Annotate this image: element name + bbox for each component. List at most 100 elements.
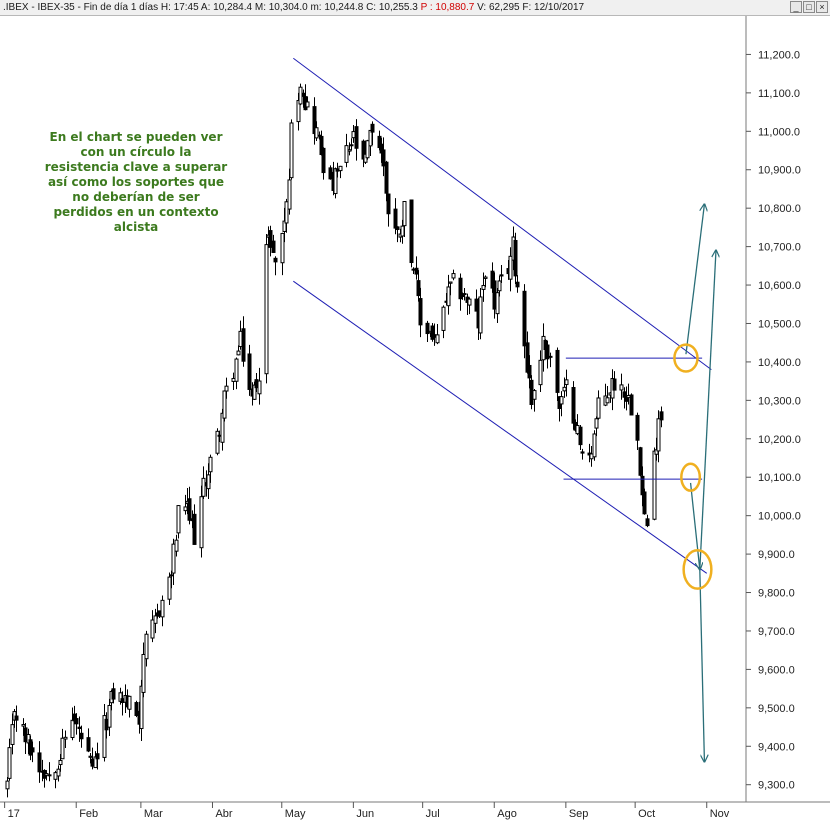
- low-value: 10,244.8: [324, 2, 364, 13]
- candle-body: [56, 768, 61, 777]
- candle-body: [515, 281, 520, 288]
- candle-body: [402, 201, 407, 227]
- candle-body: [247, 353, 252, 390]
- candle-body: [150, 619, 155, 639]
- candle-body: [192, 513, 197, 545]
- candle-body: [460, 295, 465, 298]
- open-value: 10,284.4: [213, 2, 253, 13]
- price-tick-label: 11,100.0: [758, 88, 800, 100]
- annotation-line: resistencia clave a superar: [44, 160, 228, 174]
- candle-body: [14, 715, 19, 721]
- candle-body: [206, 474, 211, 490]
- candle-body: [513, 239, 518, 277]
- candle-body: [522, 290, 527, 347]
- candle-body: [47, 774, 52, 777]
- close-button[interactable]: ×: [816, 1, 828, 13]
- candle-body: [393, 208, 398, 229]
- candle-body: [77, 726, 82, 730]
- candle-body: [271, 240, 276, 253]
- candle-body: [21, 723, 26, 727]
- candle-body: [187, 498, 192, 521]
- channel-support-circle: [682, 548, 713, 590]
- candle-body: [562, 386, 567, 392]
- candle-body: [596, 397, 601, 419]
- candle-body: [86, 737, 91, 752]
- date-tick-label: Sep: [569, 808, 589, 820]
- candle-body: [474, 298, 479, 312]
- open-label: A:: [200, 2, 211, 13]
- annotation-line: perdidos en un contexto: [53, 205, 219, 219]
- candle-body: [222, 390, 227, 419]
- candle-body: [384, 161, 389, 194]
- candle-body: [395, 226, 400, 231]
- price-tick-label: 10,100.0: [758, 472, 801, 484]
- candle-body: [462, 293, 467, 296]
- maximize-button[interactable]: □: [803, 1, 815, 13]
- candle-body: [30, 747, 35, 753]
- price-tick-label: 11,200.0: [758, 49, 800, 61]
- low-label: m:: [310, 2, 322, 13]
- candle-body: [141, 653, 146, 693]
- candle-body: [7, 747, 12, 779]
- candle-body: [171, 543, 176, 574]
- candle-body: [349, 144, 354, 147]
- annotation-line: En el chart se pueden ver: [49, 130, 223, 144]
- price-tick-label: 10,700.0: [758, 242, 801, 254]
- candle-body: [199, 496, 204, 549]
- price-value: 10,880.7: [435, 2, 475, 13]
- annotation-line: con un círculo la: [80, 145, 192, 159]
- candle-body: [280, 232, 285, 264]
- candle-body: [321, 147, 326, 174]
- candle-body: [435, 334, 440, 344]
- high-value: 10,304.0: [268, 2, 308, 13]
- candle-body: [548, 355, 553, 358]
- candle-body: [257, 380, 262, 395]
- channel-lower-line: [293, 280, 708, 574]
- candle-body: [365, 140, 370, 159]
- candle-body: [273, 257, 278, 263]
- arrow-breakdown: [699, 569, 705, 761]
- candle-body: [619, 384, 624, 391]
- candle-body: [645, 518, 650, 527]
- candle-body: [409, 199, 414, 264]
- time-value: 17:45: [173, 2, 199, 13]
- date-tick-label: Jun: [356, 808, 374, 820]
- candle-body: [241, 328, 246, 362]
- candle-body: [301, 92, 306, 97]
- price-tick-label: 9,600.0: [758, 664, 795, 676]
- price-tick-label: 10,800.0: [758, 203, 801, 215]
- candle-body: [527, 364, 532, 379]
- time-label: H:: [160, 2, 171, 13]
- candle-body: [344, 145, 349, 163]
- price-tick-label: 9,900.0: [758, 549, 795, 561]
- arrow-resistance-breakout: [685, 204, 704, 355]
- candle-body: [425, 322, 430, 335]
- chart-header-info: .IBEX - IBEX-35 - Fin de día 1 días H: 1…: [3, 2, 584, 14]
- candle-body: [333, 168, 338, 195]
- candle-body: [478, 296, 483, 334]
- candle-body: [499, 274, 504, 277]
- candle-body: [153, 615, 158, 624]
- candle-body: [538, 359, 543, 386]
- resistance-circle: [673, 343, 699, 373]
- price-chart: 11,200.0 11,100.0 11,000.0 10,900.0 10,800.0…: [0, 16, 830, 820]
- candle-body: [354, 126, 359, 149]
- arrow-rebound: [699, 250, 716, 570]
- candle-body: [37, 752, 42, 773]
- candle-body: [167, 576, 172, 600]
- candle-body: [414, 267, 419, 275]
- volume-value: 62,295: [488, 2, 520, 13]
- candle-body: [58, 759, 63, 766]
- candle-body: [70, 719, 75, 739]
- candle-body: [594, 418, 599, 429]
- annotation-line: no deberían de ser: [72, 190, 200, 204]
- candle-body: [635, 414, 640, 441]
- candle-body: [201, 477, 206, 497]
- price-label: P :: [420, 2, 433, 13]
- candle-body: [338, 165, 343, 172]
- candle-body: [483, 276, 488, 279]
- minimize-button[interactable]: _: [790, 1, 802, 13]
- candle-body: [160, 599, 165, 618]
- candle-body: [63, 736, 68, 740]
- candle-body: [638, 447, 643, 476]
